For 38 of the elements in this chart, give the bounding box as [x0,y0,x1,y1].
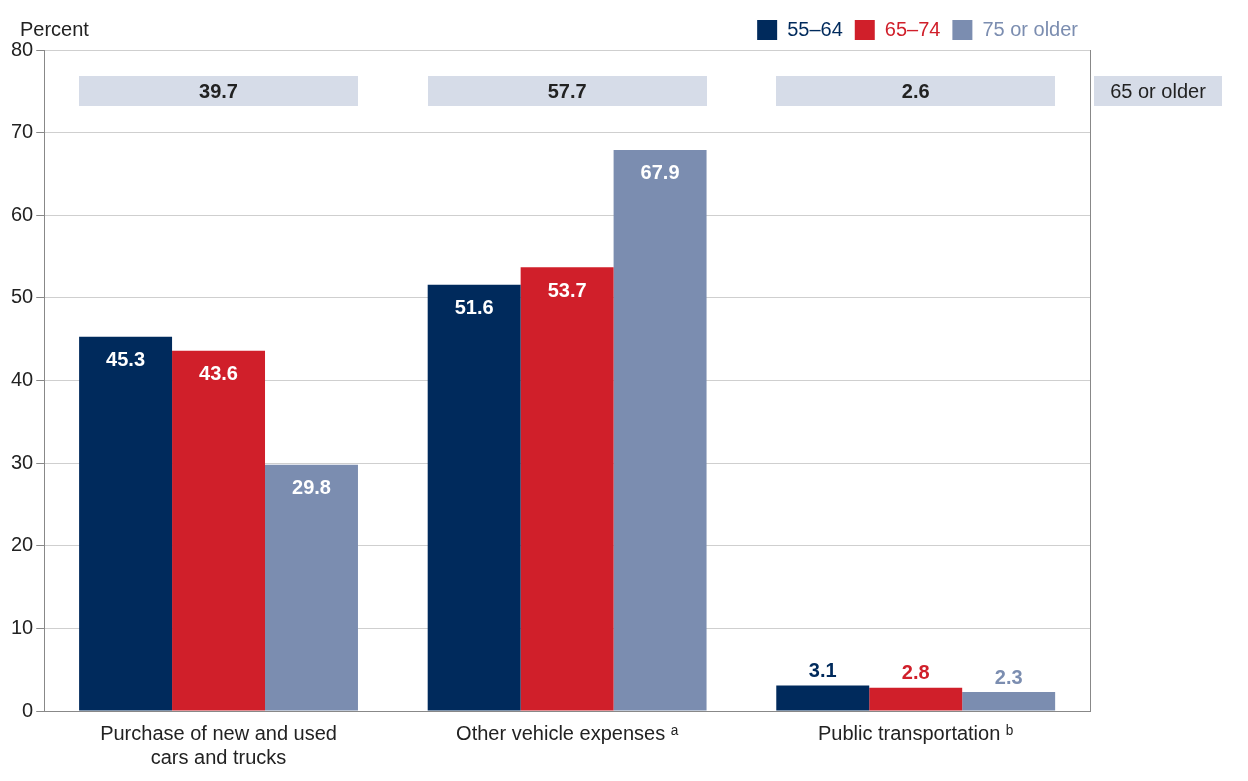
data-label: 51.6 [454,296,494,319]
y-tick-label: 40 [11,368,34,391]
y-tick-label: 10 [11,615,34,638]
data-label: 67.9 [640,161,680,184]
legend-label: 75 or older [982,17,1079,40]
annotation: 2.6 [901,79,930,103]
y-tick-label: 20 [11,533,34,556]
bar [427,284,521,711]
x-tick-label: Other vehicle expenses ᵃ [456,721,679,744]
annotation: 57.7 [547,79,587,103]
y-tick-label: 30 [11,450,34,473]
y-axis-title: Percent [20,17,90,40]
data-label: 3.1 [808,658,837,681]
data-label: 53.7 [547,278,587,301]
bar [265,464,358,711]
bar [869,687,963,711]
x-tick-label: Purchase of new and used cars and trucks [100,721,337,768]
y-tick-label: 50 [11,285,34,308]
bar [520,267,614,711]
bar [79,336,173,711]
text: 65 or older [1110,79,1206,103]
data-label: 2.3 [994,665,1023,688]
bar [776,685,870,711]
y-tick-label: 80 [11,37,34,60]
annotation: 39.7 [199,79,238,103]
bar [962,692,1056,711]
bar [172,350,266,711]
y-tick-label: 60 [11,202,34,225]
bar [613,149,707,711]
legend-label: 55–64 [787,17,843,40]
y-tick-label: 0 [22,698,34,721]
data-label: 29.8 [292,476,331,499]
legend-label: 65–74 [884,17,941,40]
data-label: 45.3 [106,348,146,371]
data-label: 2.8 [901,661,930,684]
x-tick-label: Public transportation ᵇ [817,721,1014,744]
y-tick-label: 70 [11,120,34,143]
data-label: 43.6 [199,362,239,385]
